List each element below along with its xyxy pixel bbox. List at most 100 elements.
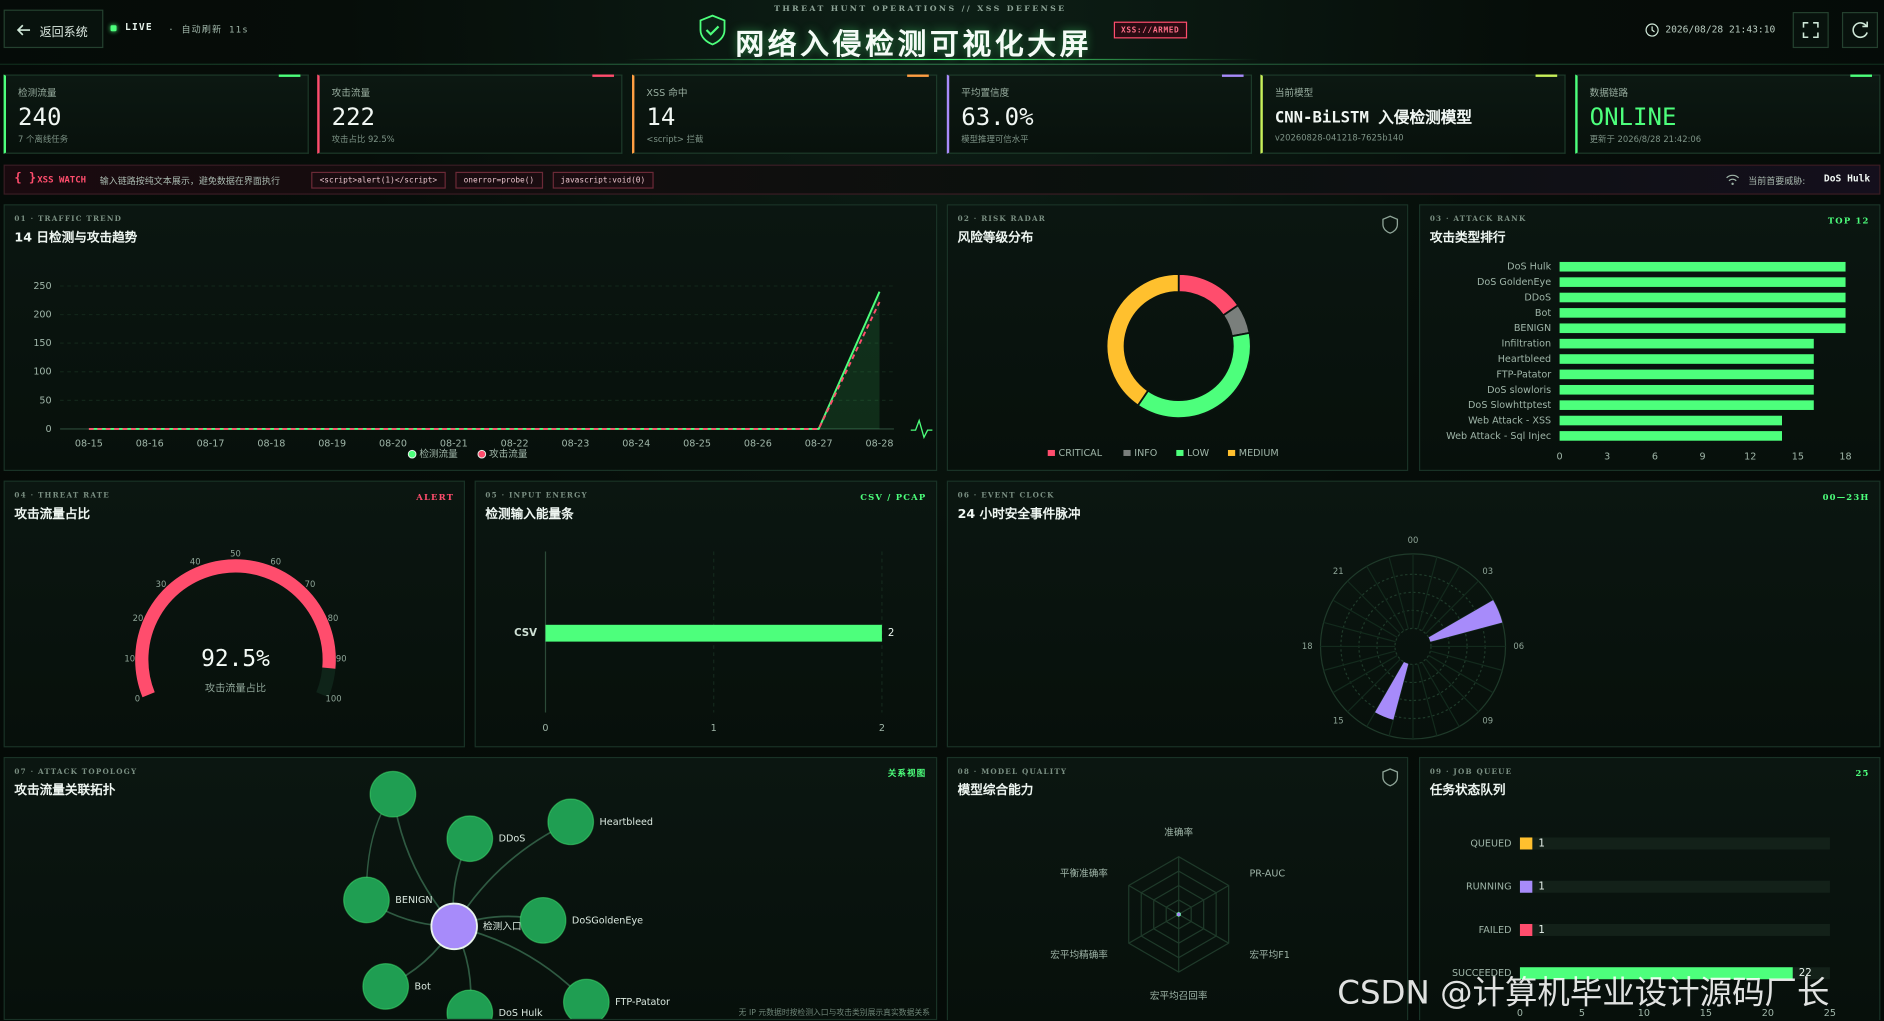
legend-label: 检测流量 bbox=[419, 448, 458, 460]
back-label: 返回系统 bbox=[39, 26, 88, 40]
topology-node-label: Bot bbox=[415, 981, 431, 992]
kpi-accent bbox=[1850, 74, 1872, 77]
category-label: Web Attack - Sql Injec bbox=[1446, 431, 1551, 442]
y-tick-label: 0 bbox=[46, 424, 52, 435]
panel-tag: 关系视图 bbox=[887, 767, 927, 779]
shield-icon bbox=[1382, 215, 1399, 234]
panel-canvas: CRITICAL INFO LOW MEDIUM bbox=[1047, 215, 1399, 459]
kpi-label: 当前模型 bbox=[1274, 87, 1314, 99]
kpi-accent bbox=[278, 74, 301, 77]
topology-node bbox=[362, 963, 410, 1010]
kpi-accent bbox=[592, 74, 614, 77]
xss-icon: { } bbox=[14, 171, 37, 186]
polar-spoke bbox=[1323, 650, 1396, 671]
radar-axis bbox=[1128, 913, 1180, 944]
bar bbox=[1559, 384, 1814, 395]
threat-value: DoS Hulk bbox=[1823, 173, 1871, 184]
radar-axis bbox=[1128, 885, 1180, 915]
kpi-card: 检测流量 240 7 个离线任务 bbox=[3, 74, 309, 154]
x-tick-label: 08-24 bbox=[622, 438, 650, 449]
hour-label: 09 bbox=[1482, 716, 1493, 726]
polar-spoke bbox=[1388, 556, 1409, 630]
legend-label: MEDIUM bbox=[1239, 448, 1279, 459]
gauge-tick-label: 0 bbox=[135, 694, 140, 704]
gauge-tick-label: 50 bbox=[230, 548, 241, 558]
kpi-accent bbox=[1221, 74, 1244, 77]
topology-node bbox=[369, 770, 417, 818]
panel-canvas: 0 3 6 9 12 15 18 DoS Hulk DoS GoldenEye DDoS Bot BE… bbox=[1446, 262, 1851, 463]
panel-tag: ALERT bbox=[416, 491, 455, 503]
topology-node bbox=[343, 876, 390, 924]
header-divider bbox=[0, 63, 1884, 65]
x-tick-label: 0 bbox=[1517, 1008, 1523, 1019]
x-tick-label: 08-18 bbox=[257, 438, 285, 449]
panel-code: 07 · ATTACK TOPOLOGY bbox=[14, 767, 138, 777]
page-title: 网络入侵检测可视化大屏 bbox=[735, 27, 1093, 62]
topology-node bbox=[562, 978, 610, 1019]
radar-axis bbox=[1178, 913, 1229, 944]
xss-sample: <script>alert(1)</script> bbox=[311, 171, 446, 189]
panel-code: 06 · EVENT CLOCK bbox=[957, 491, 1055, 500]
panel-title: 攻击流量关联拓扑 bbox=[14, 783, 116, 798]
legend-marker bbox=[477, 449, 487, 459]
refresh-button[interactable] bbox=[1841, 12, 1878, 49]
category-label: DoS Slowhttptest bbox=[1468, 400, 1551, 411]
x-tick-label: 08-28 bbox=[866, 438, 894, 449]
data-label: 22 bbox=[1799, 968, 1812, 979]
radar-axis-label: 宏平均精确率 bbox=[1050, 949, 1108, 961]
kpi-label: 检测流量 bbox=[18, 87, 57, 99]
panel: 0 1 2 CSV 2 05 · INPUT ENERGY 检测输入能量条 CSV / PCA… bbox=[474, 480, 938, 748]
back-icon bbox=[16, 24, 31, 36]
polar-bar bbox=[1375, 662, 1409, 720]
panel-canvas: 00 03 06 09 12 15 18 21 bbox=[1302, 535, 1524, 740]
gauge-tick-label: 70 bbox=[305, 579, 316, 589]
kpi-card: 攻击流量 222 攻击占比 92.5% bbox=[317, 74, 623, 154]
bar bbox=[1559, 415, 1783, 426]
bar bbox=[1559, 323, 1846, 334]
x-tick-label: 20 bbox=[1762, 1008, 1774, 1019]
kpi-value: ONLINE bbox=[1589, 102, 1677, 131]
category-label: FTP-Patator bbox=[1496, 369, 1551, 380]
kpi-value: 240 bbox=[18, 102, 62, 131]
polar-spoke bbox=[1332, 599, 1398, 638]
category-label: DoS slowloris bbox=[1487, 385, 1551, 396]
refresh-icon bbox=[1852, 21, 1868, 39]
polar-bar bbox=[1428, 600, 1503, 642]
bar bbox=[545, 624, 882, 642]
fullscreen-button[interactable] bbox=[1792, 12, 1829, 49]
gauge-caption: 攻击流量占比 bbox=[205, 681, 266, 694]
datetime: 2026/08/28 21:43:10 bbox=[1665, 24, 1776, 35]
refresh-label: · 自动刷新 11s bbox=[168, 24, 249, 35]
kpi-value: 63.0% bbox=[961, 102, 1034, 131]
bar bbox=[1559, 338, 1814, 349]
category-label: Web Attack - XSS bbox=[1468, 416, 1551, 427]
radar-axis bbox=[1178, 885, 1229, 915]
threat-label: 当前首要威胁: bbox=[1748, 175, 1806, 187]
panel-code: 05 · INPUT ENERGY bbox=[485, 491, 588, 500]
topology-node bbox=[446, 989, 494, 1019]
shield-icon bbox=[1382, 768, 1399, 787]
x-tick-label: 08-25 bbox=[683, 438, 711, 449]
polar-spoke bbox=[1430, 650, 1503, 671]
kpi-value: 222 bbox=[331, 102, 376, 131]
kpi-accent bbox=[907, 74, 929, 77]
x-tick-label: 6 bbox=[1652, 452, 1658, 463]
x-tick-label: 0 bbox=[542, 723, 548, 734]
panel-canvas: 准确率 PR-AUC 宏平均F1 宏平均召回率 宏平均精确率 平衡准确率 bbox=[1050, 768, 1399, 1002]
kpi-note: <script> 拦截 bbox=[646, 134, 704, 145]
x-tick-label: 12 bbox=[1744, 452, 1756, 463]
panel-canvas: 0 50 100 150 200 250 08-15 08-16 08-17 08-18 08-19… bbox=[33, 281, 933, 460]
line bbox=[88, 291, 881, 430]
panel: DDoS Heartbleed BENIGN DoSGoldenEye Bot DoS H… bbox=[3, 756, 938, 1021]
x-tick-label: 08-17 bbox=[197, 438, 225, 449]
back-button[interactable]: 返回系统 bbox=[3, 9, 104, 49]
x-tick-label: 08-22 bbox=[501, 438, 529, 449]
panel: 0 10 20 30 40 50 60 70 80 90 100 92.5% 攻击流量占比 04 · TH… bbox=[3, 480, 465, 748]
category-label: CSV bbox=[514, 628, 537, 639]
panel-code: 04 · THREAT RATE bbox=[14, 491, 110, 500]
gauge-tick-label: 30 bbox=[156, 579, 167, 589]
panel: 0 5 10 15 20 25 QUEUED 1 RUNNING 1 FAILED 1 SUCCEEDE… bbox=[1419, 756, 1881, 1021]
kpi-value: 14 bbox=[646, 102, 676, 131]
gauge-tick-label: 80 bbox=[328, 613, 339, 623]
bar bbox=[1559, 308, 1846, 318]
